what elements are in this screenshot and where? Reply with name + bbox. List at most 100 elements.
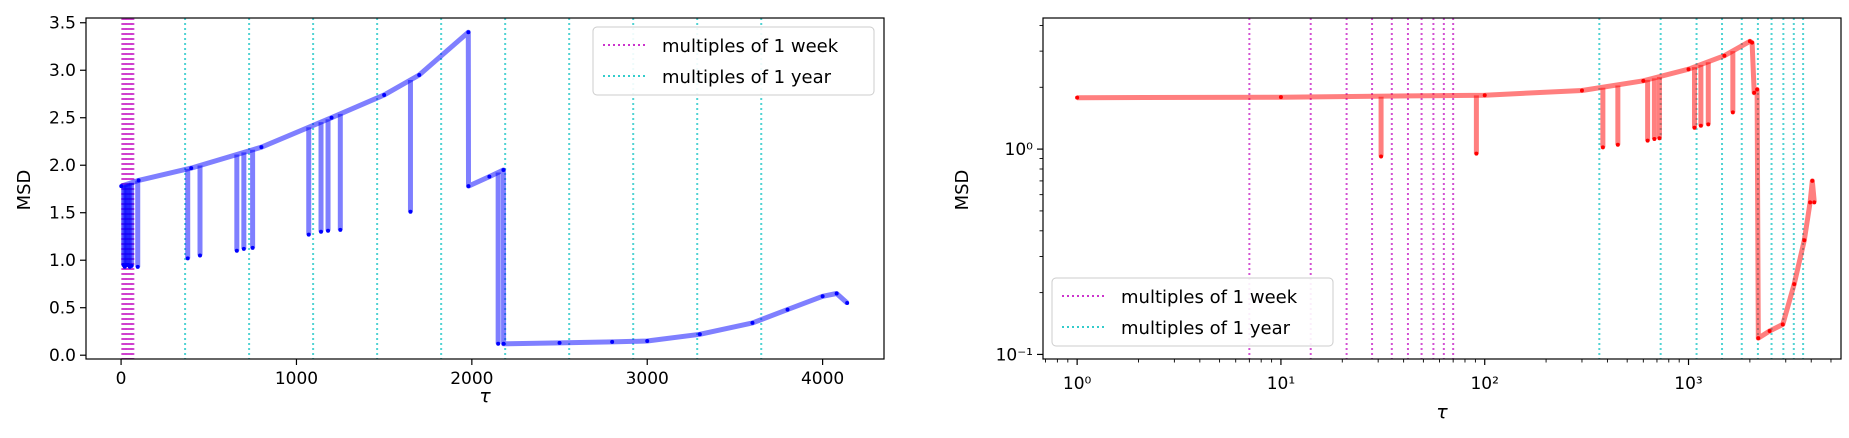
data-point bbox=[1379, 154, 1384, 159]
data-point bbox=[382, 92, 387, 97]
x-axis-label: τ bbox=[479, 385, 491, 407]
msd-series bbox=[119, 29, 850, 347]
msd-linear-chart: 0 1000 2000 3000 4000 0.0 0.5 1.0 1.5 2.0 2.5 3.0 3… bbox=[14, 14, 885, 407]
data-point bbox=[820, 294, 825, 299]
data-point bbox=[250, 245, 255, 250]
data-point bbox=[610, 339, 615, 344]
data-point bbox=[1752, 90, 1757, 95]
data-point bbox=[1756, 336, 1761, 341]
data-point bbox=[198, 253, 202, 258]
data-point bbox=[487, 174, 492, 179]
y-tick-label: 1.0 bbox=[49, 251, 76, 271]
data-point bbox=[1645, 138, 1650, 143]
data-point bbox=[1615, 142, 1620, 147]
data-point bbox=[1706, 122, 1711, 127]
x-tick-label: 10³ bbox=[1674, 374, 1702, 394]
legend-box bbox=[592, 26, 875, 96]
y-tick-label: 0.5 bbox=[49, 299, 76, 319]
data-point bbox=[496, 341, 501, 346]
legend: multiples of 1 week multiples of 1 year bbox=[1051, 277, 1334, 347]
legend: multiples of 1 week multiples of 1 year bbox=[592, 26, 875, 96]
data-point bbox=[408, 209, 413, 214]
data-point bbox=[1802, 238, 1807, 243]
data-point bbox=[1482, 93, 1487, 98]
data-point bbox=[234, 248, 239, 253]
data-point bbox=[1657, 136, 1662, 141]
data-point bbox=[1692, 125, 1697, 130]
data-point bbox=[1792, 282, 1797, 287]
data-point bbox=[136, 178, 141, 183]
data-point bbox=[338, 227, 343, 232]
data-point bbox=[1652, 136, 1657, 141]
x-tick-label: 2000 bbox=[450, 369, 493, 389]
data-point bbox=[189, 166, 194, 171]
data-point bbox=[241, 246, 246, 251]
data-point bbox=[1686, 67, 1691, 72]
data-point bbox=[319, 229, 324, 234]
data-point bbox=[645, 338, 650, 343]
y-tick-label: 3.0 bbox=[49, 61, 76, 81]
y-tick-label: 3.5 bbox=[49, 14, 76, 34]
x-axis-ticks: 10⁰ 10¹ 10² 10³ bbox=[1045, 359, 1832, 394]
y-tick-label: 1.5 bbox=[49, 204, 76, 224]
data-point bbox=[557, 340, 562, 345]
data-point bbox=[306, 232, 311, 237]
legend-box bbox=[1051, 277, 1334, 347]
reference-lines bbox=[1248, 18, 1805, 359]
data-point bbox=[129, 263, 134, 268]
x-axis-ticks: 0 1000 2000 3000 4000 bbox=[116, 359, 844, 389]
data-point bbox=[1641, 78, 1646, 83]
data-point bbox=[1808, 200, 1813, 205]
x-axis-label: τ bbox=[1436, 401, 1448, 423]
data-point bbox=[326, 228, 331, 233]
data-point bbox=[466, 184, 471, 189]
data-point bbox=[135, 264, 140, 269]
y-tick-label: 2.0 bbox=[49, 156, 76, 176]
data-point bbox=[1600, 145, 1605, 150]
y-tick-label: 10⁻¹ bbox=[996, 345, 1033, 365]
msd-loglog-chart: 10⁰ 10¹ 10² 10³ 10⁻¹ 10⁰ τ MSD multiples of … bbox=[952, 17, 1842, 423]
y-axis-label: MSD bbox=[952, 170, 973, 211]
data-point bbox=[1810, 178, 1815, 183]
y-axis-label: MSD bbox=[14, 170, 35, 211]
data-point bbox=[1278, 95, 1283, 100]
y-axis-ticks: 10⁻¹ 10⁰ bbox=[996, 25, 1043, 365]
data-point bbox=[1812, 200, 1817, 205]
data-point bbox=[119, 184, 124, 189]
data-point bbox=[1750, 40, 1755, 45]
data-point bbox=[1780, 322, 1785, 327]
data-point bbox=[1755, 87, 1760, 92]
data-point bbox=[845, 300, 850, 305]
y-tick-label: 0.0 bbox=[49, 346, 76, 366]
x-tick-label: 10¹ bbox=[1267, 374, 1295, 394]
data-point bbox=[259, 145, 264, 150]
data-point bbox=[750, 320, 755, 325]
data-point bbox=[501, 167, 506, 172]
x-tick-label: 4000 bbox=[801, 369, 844, 389]
data-point bbox=[834, 291, 839, 296]
legend-year-label: multiples of 1 year bbox=[1121, 318, 1291, 339]
x-tick-label: 1000 bbox=[275, 369, 318, 389]
legend-year-label: multiples of 1 year bbox=[662, 67, 832, 88]
x-tick-label: 10² bbox=[1470, 374, 1498, 394]
legend-week-label: multiples of 1 week bbox=[1121, 287, 1298, 308]
y-axis-ticks: 0.0 0.5 1.0 1.5 2.0 2.5 3.0 3.5 bbox=[49, 14, 86, 366]
data-point bbox=[697, 332, 702, 337]
data-point bbox=[1075, 95, 1080, 100]
data-point bbox=[1722, 53, 1727, 58]
x-tick-label: 3000 bbox=[626, 369, 669, 389]
axes-frame bbox=[85, 17, 885, 360]
data-point bbox=[329, 115, 334, 120]
msd-series bbox=[1075, 38, 1817, 341]
data-point bbox=[466, 30, 471, 35]
data-point bbox=[1698, 123, 1703, 128]
data-point bbox=[1579, 88, 1584, 93]
x-tick-label: 0 bbox=[116, 369, 127, 389]
data-point bbox=[1767, 329, 1772, 334]
y-tick-label: 2.5 bbox=[49, 109, 76, 129]
axes-frame bbox=[1042, 17, 1842, 360]
data-point bbox=[417, 72, 422, 77]
data-point bbox=[1730, 110, 1735, 115]
legend-week-label: multiples of 1 week bbox=[662, 36, 839, 57]
